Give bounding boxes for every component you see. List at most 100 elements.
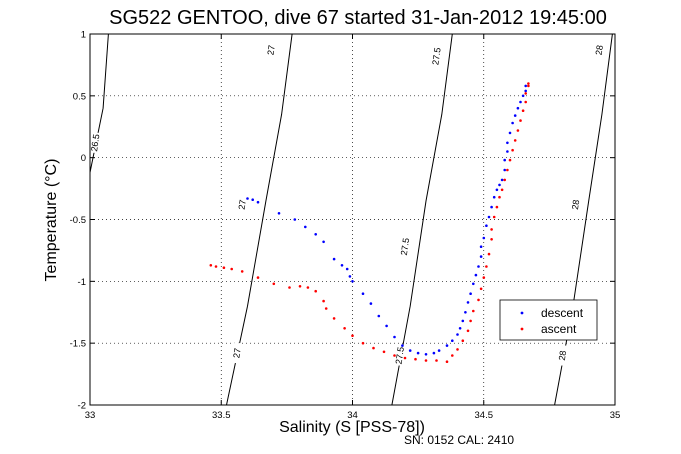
descent-point — [474, 273, 478, 277]
ascent-point — [527, 84, 530, 88]
descent-point — [461, 319, 465, 323]
descent-point — [458, 327, 462, 330]
ascent-point — [343, 327, 346, 330]
isopycnal-label: 28 — [594, 44, 605, 55]
descent-point — [513, 114, 517, 117]
ascent-point — [495, 205, 499, 209]
y-tick-label: 0 — [81, 153, 86, 164]
isopycnal-label: 27 — [265, 44, 276, 55]
ascent-point — [503, 178, 507, 182]
data-points — [209, 82, 530, 364]
ascent-point — [527, 82, 530, 85]
descent-point — [456, 333, 459, 336]
ascent-point — [324, 307, 328, 310]
isopycnal-label-bg — [594, 40, 605, 61]
descent-point — [385, 324, 388, 328]
ascent-point — [372, 346, 375, 350]
ascent-point — [513, 139, 517, 142]
isopycnal-27.5 — [391, 33, 453, 406]
x-tick-label: 33 — [85, 410, 96, 421]
isopycnal-label-bg — [570, 194, 581, 215]
y-tick-label: -1 — [78, 277, 86, 288]
descent-point — [469, 292, 472, 296]
ascent-point — [214, 265, 218, 268]
ascent-point — [240, 270, 244, 273]
descent-point — [408, 349, 412, 352]
ascent-point — [500, 188, 504, 192]
isopycnal-label-bg — [90, 132, 101, 153]
isopycnal-labels: 26.5 27 27 27 27.5 27.5 27.5 28 28 28 — [89, 40, 605, 366]
ascent-point — [511, 148, 514, 152]
descent-point — [503, 168, 507, 172]
descent-point — [445, 344, 449, 347]
ascent-point — [451, 354, 454, 357]
ascent-point — [521, 109, 525, 112]
descent-point — [314, 233, 318, 236]
grid-lines — [90, 34, 615, 405]
descent-point — [479, 255, 483, 258]
descent-point — [451, 339, 454, 343]
descent-point — [393, 335, 396, 339]
descent-point — [322, 240, 325, 244]
ascent-point — [477, 298, 480, 302]
x-tick-label: 34.5 — [475, 410, 494, 421]
descent-point — [348, 275, 352, 278]
descent-point — [500, 178, 504, 182]
descent-point — [495, 188, 499, 192]
descent-point — [508, 131, 512, 135]
descent-point — [524, 89, 527, 93]
y-tick-label: -1.5 — [70, 339, 86, 350]
ascent-point — [506, 168, 509, 172]
axis-ticks: 33 33.5 34 34.5 35 -2 -1.5 -1 -0.5 0 0.5 1 — [70, 30, 621, 422]
ascent-point — [524, 100, 527, 104]
isopycnal-label-bg — [431, 46, 442, 67]
isopycnal-label: 26.5 — [89, 133, 101, 152]
ascent-point — [516, 129, 520, 132]
legend-label-descent: descent — [541, 306, 584, 320]
isopycnal-label: 27.5 — [394, 346, 406, 365]
descent-point — [293, 218, 297, 221]
descent-point — [246, 197, 249, 200]
ascent-point — [508, 158, 512, 162]
ascent-point — [445, 360, 449, 364]
isopycnal-label: 28 — [557, 350, 568, 361]
x-tick-label: 35 — [610, 410, 621, 421]
isopycnal-label: 28 — [570, 199, 581, 210]
ascent-point — [351, 334, 354, 338]
isopycnal-label-bg — [266, 40, 277, 61]
isopycnal-label-bg — [400, 236, 410, 257]
isopycnal-label-bg — [237, 194, 248, 215]
descent-point — [304, 225, 307, 229]
serial-calibration-label: SN: 0152 CAL: 2410 — [404, 433, 514, 447]
ascent-point — [524, 92, 527, 95]
descent-point — [256, 200, 260, 204]
descent-point — [506, 150, 509, 153]
descent-point — [482, 236, 486, 240]
x-axis-label: Salinity (S [PSS-78]) — [279, 419, 425, 436]
y-tick-label: -0.5 — [70, 215, 86, 226]
ascent-point — [322, 299, 325, 303]
ascent-point — [209, 264, 213, 267]
legend: descent ascent — [499, 299, 598, 341]
descent-point — [345, 267, 349, 271]
descent-point — [277, 212, 281, 215]
ascent-point — [490, 228, 493, 231]
descent-point — [485, 224, 488, 227]
descent-point — [361, 292, 365, 296]
ascent-point — [469, 319, 472, 323]
descent-point — [511, 121, 514, 125]
isopycnal-label-bg — [394, 345, 405, 366]
ascent-point — [361, 341, 365, 345]
descent-point — [424, 353, 428, 356]
descent-point — [498, 183, 501, 187]
descent-point — [340, 264, 344, 267]
y-tick-label: -2 — [78, 401, 86, 412]
isopycnal-27 — [226, 33, 293, 406]
ascent-point — [461, 339, 465, 343]
descent-point — [521, 94, 525, 98]
ascent-point — [466, 329, 470, 333]
descent-point — [464, 311, 467, 314]
chart-title: SG522 GENTOO, dive 67 started 31-Jan-201… — [109, 7, 607, 29]
descent-point — [519, 100, 522, 104]
